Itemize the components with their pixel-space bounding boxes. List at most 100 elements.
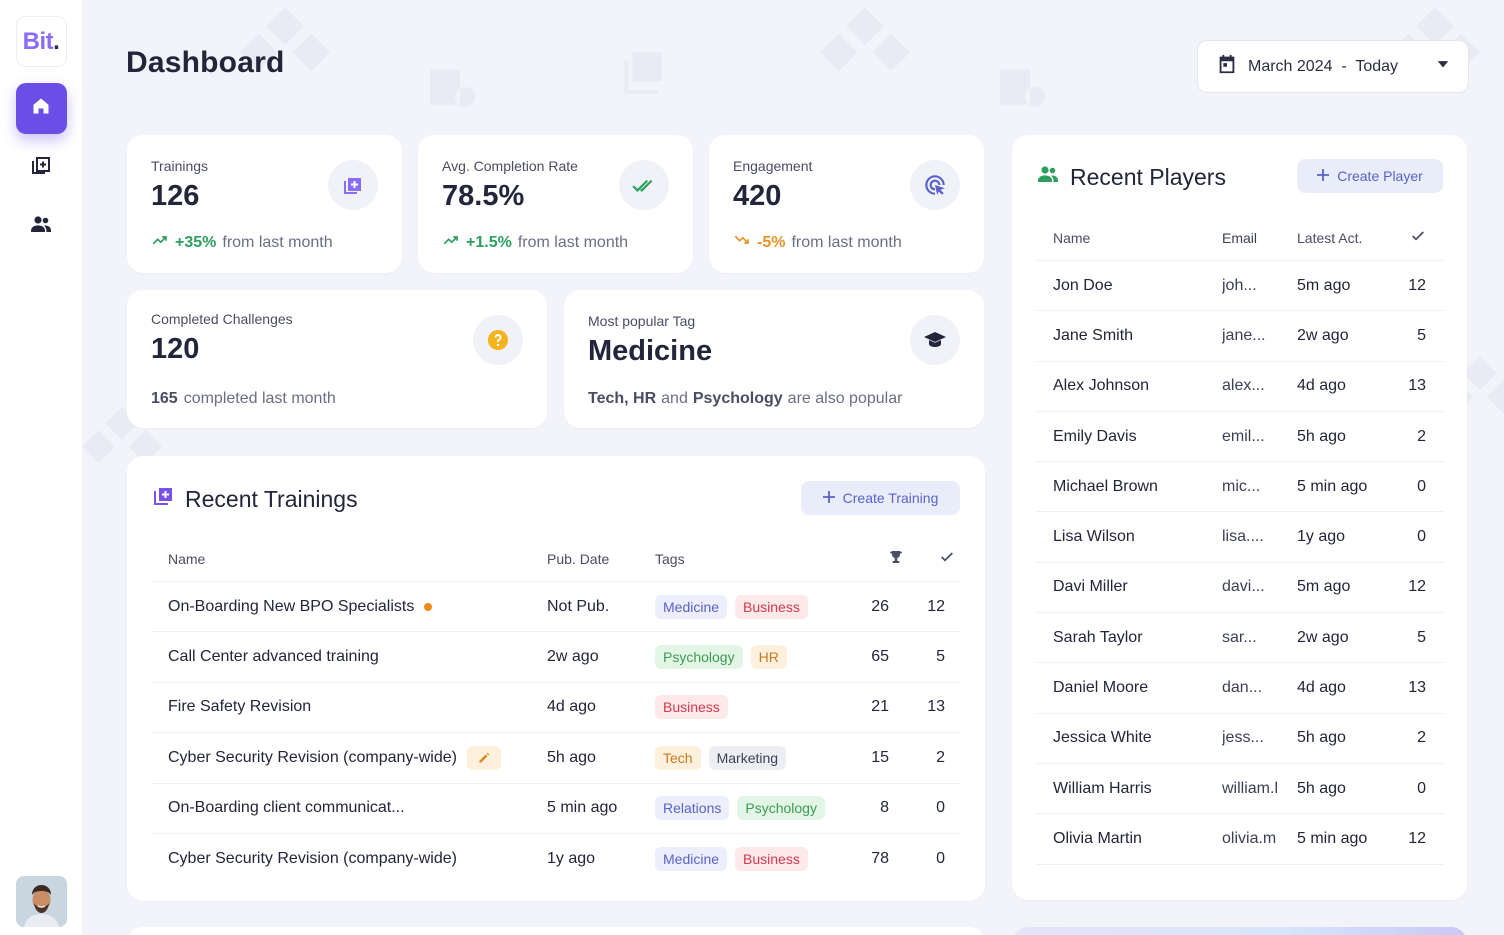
tag-badge[interactable]: Medicine: [655, 847, 728, 872]
recent-players-header: Recent Players: [1036, 162, 1226, 192]
app-logo[interactable]: Bit.: [15, 16, 67, 67]
training-pub-date: 5h ago: [547, 748, 596, 766]
player-latest-activity: 4d ago: [1297, 679, 1346, 697]
training-name[interactable]: On-Boarding New BPO Specialists: [168, 597, 415, 615]
player-name[interactable]: Daniel Moore: [1053, 679, 1149, 697]
table-row[interactable]: Lisa Wilson lisa.... 1y ago 0: [1036, 512, 1444, 563]
player-name[interactable]: Jon Doe: [1053, 276, 1113, 294]
training-name[interactable]: Fire Safety Revision: [168, 698, 312, 716]
date-range-text: March 2024 - Today: [1248, 57, 1399, 75]
stat-change: +35% from last month: [151, 231, 333, 254]
tag-badge[interactable]: Psychology: [655, 645, 743, 670]
popular-tags-and: and: [661, 390, 688, 407]
table-row[interactable]: Jon Doe joh... 5m ago 12: [1036, 261, 1444, 312]
stat-label: Engagement: [733, 158, 813, 174]
sidebar-item-trainings[interactable]: [16, 142, 67, 193]
player-completed-count: 13: [1408, 679, 1426, 697]
tag-badge[interactable]: Marketing: [708, 745, 787, 770]
popular-tags-primary: Tech, HR: [588, 390, 657, 407]
column-tags[interactable]: Tags: [655, 550, 685, 567]
player-name[interactable]: Michael Brown: [1053, 477, 1158, 495]
table-row[interactable]: Jessica White jess... 5h ago 2: [1036, 714, 1444, 764]
training-name-cell: On-Boarding New BPO Specialists: [168, 597, 433, 616]
table-row[interactable]: Michael Brown mic... 5 min ago 0: [1036, 462, 1444, 513]
sidebar-item-home[interactable]: [15, 83, 67, 134]
recent-trainings-header: Recent Trainings: [151, 484, 358, 514]
table-row[interactable]: On-Boarding client communicat... 5 min a…: [151, 784, 961, 834]
table-row[interactable]: Cyber Security Revision (company-wide) 1…: [151, 834, 961, 884]
logo-text: Bit: [22, 27, 54, 55]
player-completed-count: 2: [1417, 729, 1426, 747]
create-player-button[interactable]: Create Player: [1297, 159, 1443, 193]
player-name[interactable]: Jessica White: [1053, 729, 1152, 747]
tag-badge[interactable]: Tech: [655, 745, 701, 770]
completed-check-icon[interactable]: [1396, 228, 1426, 247]
stat-foot-suffix: completed last month: [183, 390, 336, 407]
players-table: Name Email Latest Act. Jon Doe joh... 5m…: [1036, 215, 1444, 865]
training-name[interactable]: Cyber Security Revision (company-wide): [168, 850, 457, 868]
table-row[interactable]: Sarah Taylor sar... 2w ago 5: [1036, 613, 1444, 664]
player-name[interactable]: Emily Davis: [1053, 427, 1137, 445]
table-row[interactable]: Davi Miller davi... 5m ago 12: [1036, 563, 1444, 614]
training-tags: Business: [655, 695, 728, 720]
stat-value: 78.5%: [442, 180, 525, 212]
player-name[interactable]: Olivia Martin: [1053, 829, 1142, 847]
table-row[interactable]: Daniel Moore dan... 4d ago 13: [1036, 663, 1444, 714]
tag-badge[interactable]: Business: [735, 847, 808, 872]
date-range-picker[interactable]: March 2024 - Today: [1197, 40, 1469, 93]
recent-players-panel: Recent Players Create Player Name Email …: [1012, 135, 1467, 900]
tag-badge[interactable]: Business: [735, 594, 808, 619]
player-latest-activity: 1y ago: [1297, 528, 1346, 546]
column-pub-date[interactable]: Pub. Date: [547, 550, 610, 567]
table-row[interactable]: On-Boarding New BPO Specialists Not Pub.…: [151, 582, 961, 633]
pencil-icon[interactable]: [466, 745, 501, 770]
tag-badge[interactable]: Business: [655, 695, 728, 720]
tag-badge[interactable]: Medicine: [655, 594, 728, 619]
player-email: dan...: [1222, 679, 1263, 697]
sidebar-item-users[interactable]: [16, 201, 67, 252]
stat-foot: 165 completed last month: [151, 390, 336, 408]
player-latest-activity: 5m ago: [1297, 578, 1351, 596]
player-name[interactable]: Sarah Taylor: [1053, 628, 1143, 646]
stat-change: +1.5% from last month: [442, 231, 628, 254]
training-name[interactable]: On-Boarding client communicat...: [168, 799, 405, 817]
player-name[interactable]: Jane Smith: [1053, 326, 1134, 344]
table-row[interactable]: Olivia Martin olivia.m 5 min ago 12: [1036, 814, 1444, 865]
column-name[interactable]: Name: [168, 550, 206, 567]
training-name-cell: Call Center advanced training: [168, 648, 379, 666]
column-name[interactable]: Name: [1053, 229, 1091, 246]
trophy-icon[interactable]: [866, 549, 904, 568]
stat-value: 420: [733, 180, 782, 212]
player-name[interactable]: Alex Johnson: [1053, 377, 1150, 395]
tag-badge[interactable]: Relations: [655, 796, 730, 821]
column-email[interactable]: Email: [1222, 229, 1258, 246]
tag-badge[interactable]: Psychology: [737, 796, 825, 821]
player-completed-count: 12: [1408, 578, 1426, 596]
player-email: william.l: [1222, 779, 1278, 797]
users-icon: [29, 212, 53, 241]
player-name[interactable]: Lisa Wilson: [1053, 528, 1135, 546]
completed-check-icon[interactable]: [921, 549, 955, 568]
tag-badge[interactable]: HR: [750, 645, 787, 670]
training-name[interactable]: Call Center advanced training: [168, 648, 379, 666]
create-training-button[interactable]: Create Training: [801, 481, 960, 515]
player-name[interactable]: Davi Miller: [1053, 578, 1128, 596]
player-email: sar...: [1222, 628, 1257, 646]
user-avatar[interactable]: [16, 876, 67, 927]
change-suffix: from last month: [222, 233, 333, 251]
training-tags: Medicine Business: [655, 847, 808, 872]
player-email: alex...: [1222, 377, 1265, 395]
table-row[interactable]: William Harris william.l 5h ago 0: [1036, 764, 1444, 815]
table-row[interactable]: Cyber Security Revision (company-wide) 5…: [151, 733, 961, 784]
table-row[interactable]: Emily Davis emil... 5h ago 2: [1036, 412, 1444, 463]
popular-tags-secondary: Psychology: [692, 390, 783, 407]
player-name[interactable]: William Harris: [1053, 779, 1152, 797]
training-name[interactable]: Cyber Security Revision (company-wide): [168, 748, 457, 766]
table-row[interactable]: Jane Smith jane... 2w ago 5: [1036, 311, 1444, 362]
player-latest-activity: 2w ago: [1297, 326, 1349, 344]
table-row[interactable]: Alex Johnson alex... 4d ago 13: [1036, 362, 1444, 412]
table-row[interactable]: Call Center advanced training 2w ago Psy…: [151, 632, 961, 683]
table-row[interactable]: Fire Safety Revision 4d ago Business 21 …: [151, 683, 961, 734]
column-latest-activity[interactable]: Latest Act.: [1297, 229, 1363, 246]
player-completed-count: 5: [1417, 326, 1426, 344]
